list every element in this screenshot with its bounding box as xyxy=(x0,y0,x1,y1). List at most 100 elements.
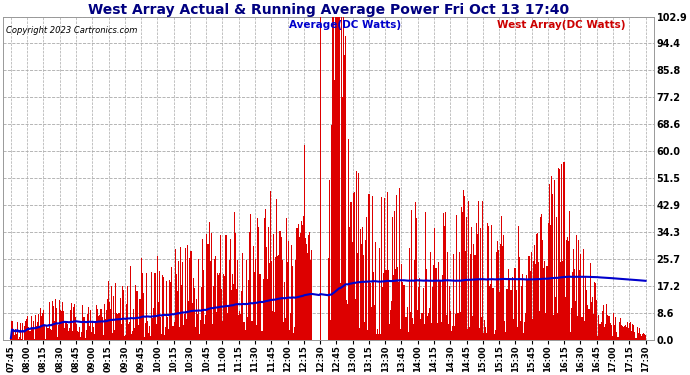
Bar xyxy=(471,227,473,340)
Bar xyxy=(291,244,292,340)
Bar xyxy=(438,262,440,340)
Bar xyxy=(130,266,131,340)
Bar xyxy=(90,310,91,340)
Bar xyxy=(390,310,391,340)
Bar xyxy=(501,216,502,340)
Bar xyxy=(17,322,18,340)
Bar xyxy=(43,310,44,340)
Bar xyxy=(238,315,239,340)
Bar xyxy=(430,252,431,340)
Bar xyxy=(505,332,506,340)
Bar xyxy=(440,322,442,340)
Bar xyxy=(111,286,112,340)
Bar xyxy=(248,279,249,340)
Bar xyxy=(637,327,638,340)
Bar xyxy=(276,199,277,340)
Bar xyxy=(495,252,497,340)
Bar xyxy=(584,277,586,340)
Bar xyxy=(160,317,161,340)
Bar xyxy=(562,261,564,340)
Bar xyxy=(384,198,386,340)
Bar xyxy=(194,288,195,340)
Bar xyxy=(179,327,180,340)
Bar xyxy=(96,306,97,340)
Bar xyxy=(535,264,536,340)
Bar xyxy=(180,247,181,340)
Bar xyxy=(451,331,452,340)
Bar xyxy=(613,314,614,340)
Bar xyxy=(502,246,503,340)
Bar xyxy=(589,309,590,340)
Bar xyxy=(262,279,264,340)
Bar xyxy=(437,322,438,340)
Bar xyxy=(335,17,337,340)
Bar xyxy=(193,278,194,340)
Bar xyxy=(594,282,595,340)
Bar xyxy=(602,305,604,340)
Bar xyxy=(197,314,198,340)
Bar xyxy=(62,303,63,340)
Bar xyxy=(359,328,360,340)
Bar xyxy=(380,334,381,340)
Bar xyxy=(612,336,613,340)
Bar xyxy=(342,98,343,340)
Bar xyxy=(378,334,379,340)
Bar xyxy=(420,319,422,340)
Bar xyxy=(125,335,126,340)
Bar xyxy=(50,330,52,340)
Bar xyxy=(411,210,412,340)
Bar xyxy=(141,273,143,340)
Bar xyxy=(408,248,410,340)
Bar xyxy=(462,212,463,340)
Bar xyxy=(244,330,246,340)
Bar xyxy=(246,317,248,340)
Bar xyxy=(479,328,480,340)
Bar xyxy=(92,322,93,340)
Bar xyxy=(347,304,348,340)
Bar xyxy=(146,273,147,340)
Bar xyxy=(201,286,202,340)
Bar xyxy=(277,256,279,340)
Bar xyxy=(623,327,624,340)
Bar xyxy=(634,332,635,340)
Bar xyxy=(434,228,435,340)
Bar xyxy=(250,214,251,340)
Bar xyxy=(519,257,520,340)
Bar xyxy=(269,263,270,340)
Bar xyxy=(444,226,445,340)
Bar xyxy=(24,326,26,340)
Bar xyxy=(181,285,182,340)
Bar xyxy=(39,326,40,340)
Bar xyxy=(626,327,627,340)
Bar xyxy=(341,17,342,340)
Bar xyxy=(220,235,221,340)
Bar xyxy=(592,297,593,340)
Bar xyxy=(169,280,170,340)
Bar xyxy=(91,332,92,340)
Bar xyxy=(185,248,186,340)
Bar xyxy=(537,233,538,340)
Bar xyxy=(265,209,266,340)
Bar xyxy=(217,273,218,340)
Bar xyxy=(351,242,353,340)
Bar xyxy=(192,303,193,340)
Bar xyxy=(174,322,175,340)
Bar xyxy=(20,323,21,340)
Bar xyxy=(349,227,351,340)
Bar xyxy=(358,174,359,340)
Bar xyxy=(164,335,165,340)
Bar xyxy=(365,240,366,340)
Bar xyxy=(465,251,466,340)
Bar xyxy=(267,279,268,340)
Bar xyxy=(506,289,507,340)
Bar xyxy=(38,314,39,340)
Bar xyxy=(198,259,199,340)
Bar xyxy=(608,316,609,340)
Bar xyxy=(456,214,457,340)
Bar xyxy=(361,244,362,340)
Bar xyxy=(306,244,307,340)
Bar xyxy=(219,273,220,340)
Bar xyxy=(234,212,235,340)
Bar xyxy=(590,263,591,340)
Bar xyxy=(515,290,517,340)
